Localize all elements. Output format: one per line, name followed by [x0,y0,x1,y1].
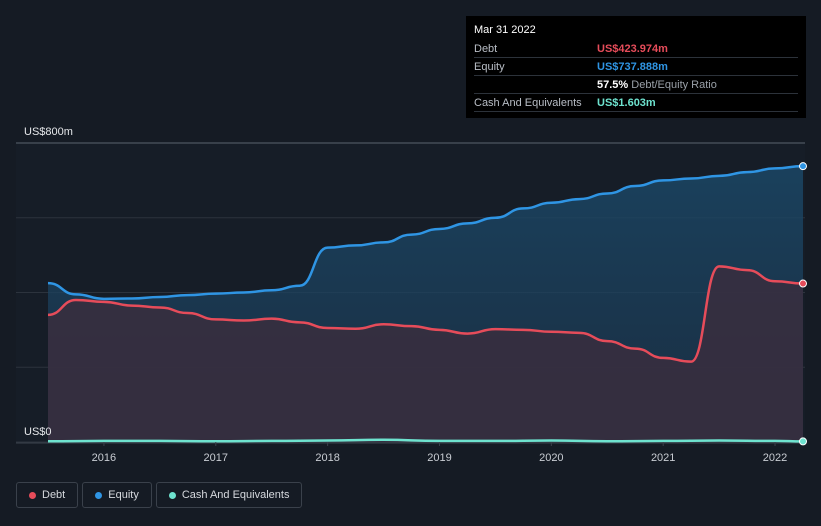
legend-equity-label: Equity [108,489,139,501]
x-tick-label: 2017 [204,452,228,464]
series-lines [47,164,804,443]
equity-line [47,164,804,301]
debt-line [47,265,804,363]
tooltip-cash-value: US$1.603m [597,96,656,109]
legend-cash-label: Cash And Equivalents [181,489,290,501]
tooltip-cash-label: Cash And Equivalents [474,96,582,109]
x-tick-label: 2016 [92,452,116,464]
tooltip-date: Mar 31 2022 [474,24,536,36]
series-areas [48,166,803,443]
tooltip-row-equity: Equity US$737.888m [474,58,798,76]
x-tick-label: 2021 [651,452,675,464]
tooltip-equity-value: US$737.888m [597,60,668,73]
y-tick-label: US$800m [24,126,73,138]
legend-item-equity[interactable]: Equity [82,482,152,508]
x-tick-label: 2020 [539,452,563,464]
chart-legend: Debt Equity Cash And Equivalents [16,482,303,508]
x-tick-label: 2022 [763,452,787,464]
legend-debt-dot-icon [29,491,36,499]
legend-debt-label: Debt [42,489,66,501]
tooltip-ratio-text: Debt/Equity Ratio [631,78,717,91]
tooltip-debt-label: Debt [474,42,498,55]
legend-equity-dot-icon [95,491,103,499]
equity-end-point [799,162,807,171]
debt-end-point [799,279,807,288]
tooltip-equity-label: Equity [474,60,505,73]
tooltip-row-debt: Debt US$423.974m [474,40,798,58]
end-markers [799,162,807,446]
tooltip-row-ratio: 57.5% Debt/Equity Ratio [474,76,798,94]
tooltip-row-cash: Cash And Equivalents US$1.603m [474,94,798,112]
y-tick-label: US$0 [24,426,52,438]
cash-and-equivalents-line [47,438,804,443]
axis-labels: 2016 2017 2018 2019 2020 2021 2022 US$800m US$0 [24,126,787,464]
tooltip-panel: Mar 31 2022 Debt US$423.974m Equity US$7… [466,16,806,118]
legend-item-cash[interactable]: Cash And Equivalents [155,482,303,508]
cash-and-equivalents-end-point [799,437,807,446]
x-tick-label: 2018 [315,452,339,464]
legend-item-debt[interactable]: Debt [16,482,79,508]
tooltip-debt-value: US$423.974m [597,42,668,55]
legend-cash-dot-icon [168,491,176,499]
tooltip-ratio-value: 57.5% [597,78,629,91]
debt-area [48,266,803,442]
x-tick-label: 2019 [427,452,451,464]
